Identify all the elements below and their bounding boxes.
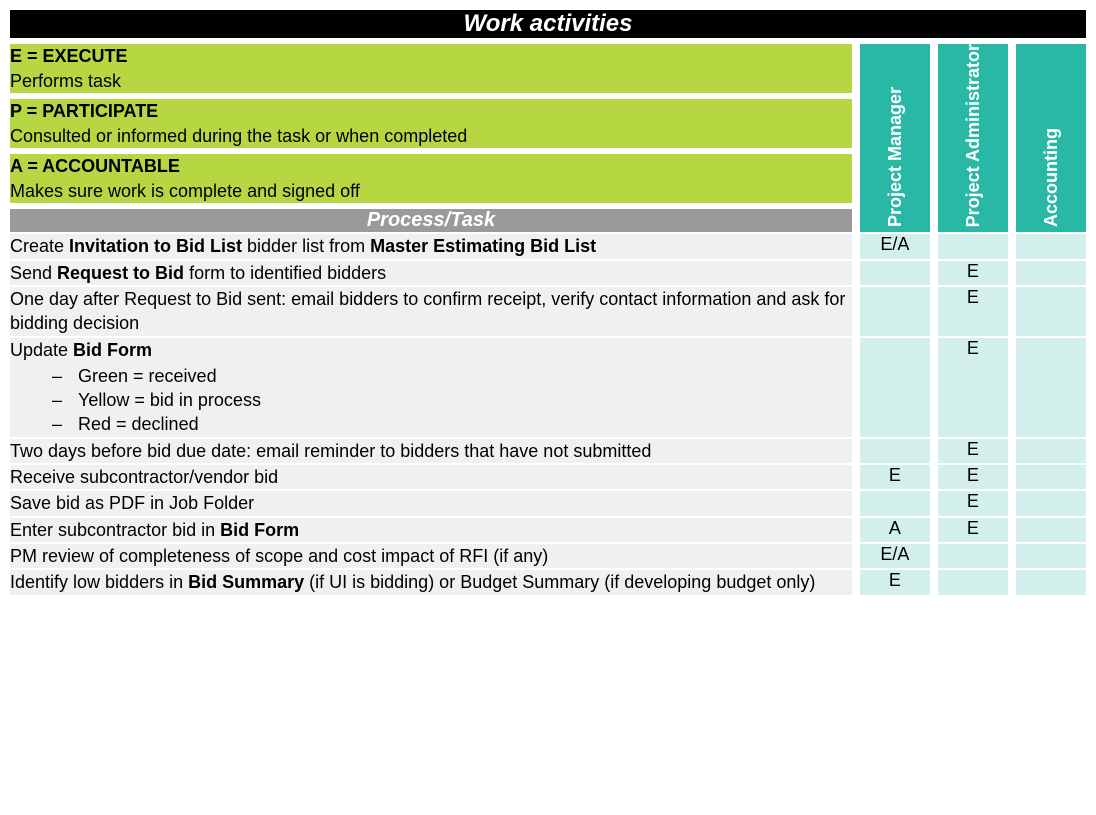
- responsibility-cell: [1016, 259, 1086, 285]
- responsibility-cell: [1016, 463, 1086, 489]
- role-label: Accounting: [1041, 128, 1062, 227]
- legend-participate: P = PARTICIPATE Consulted or informed du…: [10, 99, 852, 148]
- responsibility-cell: [860, 259, 930, 285]
- role-header-pa: Project Administrator: [938, 44, 1008, 232]
- task-description: PM review of completeness of scope and c…: [10, 542, 852, 568]
- task-row: Enter subcontractor bid in Bid Form AE: [10, 516, 1086, 542]
- task-row: One day after Request to Bid sent: email…: [10, 285, 1086, 336]
- legend-execute: E = EXECUTE Performs task: [10, 44, 852, 93]
- responsibility-cell: E: [938, 489, 1008, 515]
- legend-accountable: A = ACCOUNTABLE Makes sure work is compl…: [10, 154, 852, 203]
- responsibility-cell: E: [860, 568, 930, 594]
- responsibility-cell: [860, 489, 930, 515]
- responsibility-cell: [860, 336, 930, 437]
- task-subitem: – Green = received: [46, 364, 852, 388]
- task-description: Update Bid Form– Green = received– Yello…: [10, 336, 852, 437]
- task-row: Two days before bid due date: email remi…: [10, 437, 1086, 463]
- role-label: Project Manager: [885, 87, 906, 227]
- section-header: Process/Task: [10, 209, 852, 232]
- legend-desc: Consulted or informed during the task or…: [10, 126, 467, 146]
- role-header-pm: Project Manager: [860, 44, 930, 232]
- role-label: Project Administrator: [963, 44, 984, 227]
- task-description: Save bid as PDF in Job Folder: [10, 489, 852, 515]
- task-description: Identify low bidders in Bid Summary (if …: [10, 568, 852, 594]
- responsibility-cell: E: [938, 437, 1008, 463]
- task-row: Create Invitation to Bid List bidder lis…: [10, 232, 1086, 258]
- responsibility-cell: E: [938, 516, 1008, 542]
- task-description: One day after Request to Bid sent: email…: [10, 285, 852, 336]
- responsibility-cell: [1016, 232, 1086, 258]
- responsibility-cell: E/A: [860, 232, 930, 258]
- responsibility-cell: E/A: [860, 542, 930, 568]
- responsibility-cell: [1016, 437, 1086, 463]
- task-row: Save bid as PDF in Job Folder E: [10, 489, 1086, 515]
- role-header-acct: Accounting: [1016, 44, 1086, 232]
- task-row: Update Bid Form– Green = received– Yello…: [10, 336, 1086, 437]
- responsibility-cell: E: [938, 285, 1008, 336]
- task-subitem: – Yellow = bid in process: [46, 388, 852, 412]
- responsibility-cell: [938, 232, 1008, 258]
- responsibility-cell: E: [938, 336, 1008, 437]
- task-row: Send Request to Bid form to identified b…: [10, 259, 1086, 285]
- task-row: Identify low bidders in Bid Summary (if …: [10, 568, 1086, 594]
- task-subitem: – Red = declined: [46, 412, 852, 436]
- task-row: PM review of completeness of scope and c…: [10, 542, 1086, 568]
- task-description: Two days before bid due date: email remi…: [10, 437, 852, 463]
- legend-code: P = PARTICIPATE: [10, 101, 158, 121]
- task-description: Receive subcontractor/vendor bid: [10, 463, 852, 489]
- responsibility-cell: [938, 568, 1008, 594]
- task-row: Receive subcontractor/vendor bid EE: [10, 463, 1086, 489]
- responsibility-cell: [1016, 285, 1086, 336]
- responsibility-cell: [938, 542, 1008, 568]
- title-text: Work activities: [464, 10, 633, 37]
- legend-desc: Performs task: [10, 71, 121, 91]
- responsibility-cell: [860, 285, 930, 336]
- responsibility-cell: [1016, 542, 1086, 568]
- responsibility-cell: [1016, 489, 1086, 515]
- task-description: Enter subcontractor bid in Bid Form: [10, 516, 852, 542]
- task-description: Send Request to Bid form to identified b…: [10, 259, 852, 285]
- responsibility-cell: [1016, 336, 1086, 437]
- title-bar: Work activities: [10, 10, 1086, 38]
- legend-code: E = EXECUTE: [10, 46, 128, 66]
- legend-desc: Makes sure work is complete and signed o…: [10, 181, 360, 201]
- responsibility-cell: [860, 437, 930, 463]
- responsibility-cell: [1016, 516, 1086, 542]
- legend-code: A = ACCOUNTABLE: [10, 156, 180, 176]
- responsibility-cell: E: [938, 259, 1008, 285]
- responsibility-cell: [1016, 568, 1086, 594]
- responsibility-matrix: Work activities E = EXECUTE Performs tas…: [10, 10, 1086, 595]
- responsibility-cell: E: [860, 463, 930, 489]
- section-header-text: Process/Task: [367, 209, 495, 231]
- responsibility-cell: E: [938, 463, 1008, 489]
- responsibility-cell: A: [860, 516, 930, 542]
- task-description: Create Invitation to Bid List bidder lis…: [10, 232, 852, 258]
